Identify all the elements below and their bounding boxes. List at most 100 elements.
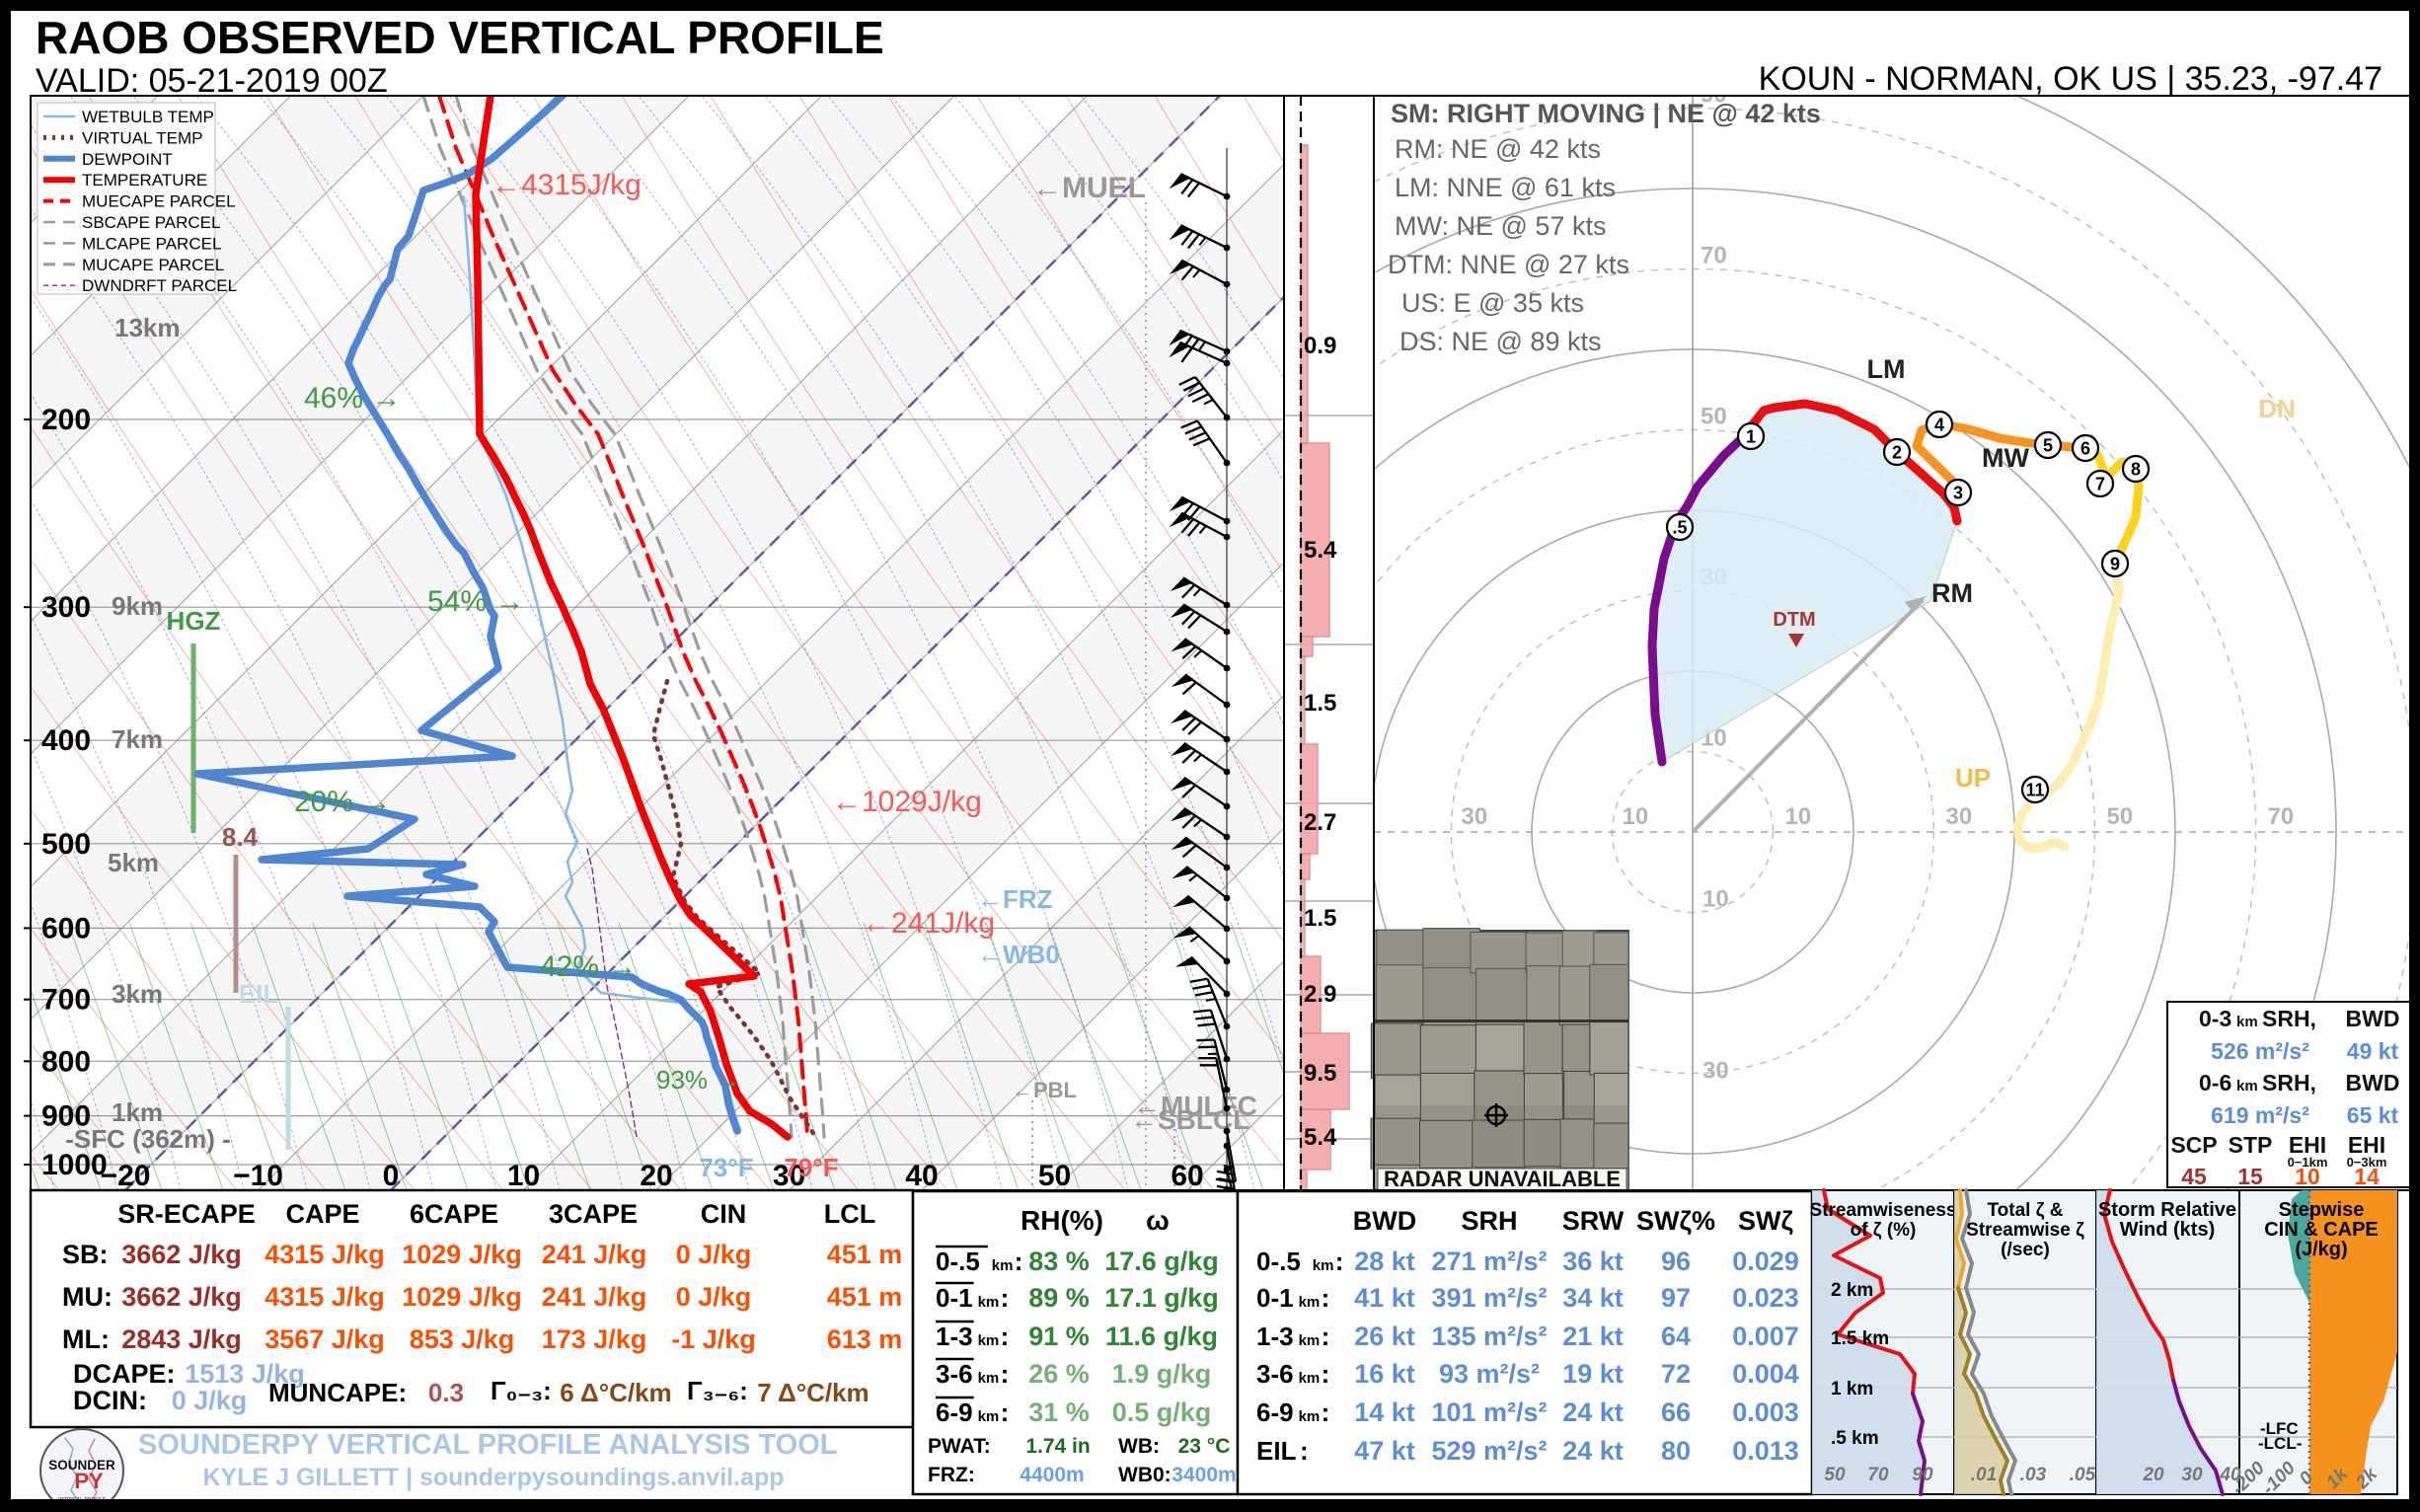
svg-text:KOUN - NORMAN, OK US | 35.23,: KOUN - NORMAN, OK US | 35.23, -97.47 <box>1759 60 2382 98</box>
svg-text:DWNDRFT PARCEL: DWNDRFT PARCEL <box>82 276 237 295</box>
svg-text:20% →: 20% → <box>294 786 391 818</box>
svg-text:(/sec): (/sec) <box>2001 1240 2050 1260</box>
svg-text:3662 J/kg: 3662 J/kg <box>121 1282 242 1312</box>
svg-text:19 kt: 19 kt <box>1562 1359 1624 1389</box>
svg-text:0 J/kg: 0 J/kg <box>676 1282 752 1312</box>
svg-text:93% →: 93% → <box>656 1065 740 1095</box>
svg-text:42% →: 42% → <box>540 950 637 983</box>
svg-text:7km: 7km <box>112 724 163 754</box>
svg-text:26 %: 26 % <box>1028 1359 1090 1389</box>
svg-text:0 J/kg: 0 J/kg <box>172 1386 248 1415</box>
svg-text::: : <box>1001 1322 1010 1351</box>
svg-text:←1029J/kg: ←1029J/kg <box>832 786 982 818</box>
svg-text:←SBLCL: ←SBLCL <box>1130 1104 1249 1135</box>
svg-text:10: 10 <box>1702 886 1729 913</box>
svg-text:30: 30 <box>1946 803 1973 830</box>
svg-text:3km: 3km <box>112 979 163 1009</box>
svg-text:km: km <box>1299 1408 1321 1425</box>
svg-text:0−1km: 0−1km <box>2288 1155 2328 1170</box>
svg-text:BWD: BWD <box>1353 1206 1416 1236</box>
svg-text:14: 14 <box>2354 1164 2380 1189</box>
svg-text:0.007: 0.007 <box>1732 1322 1799 1351</box>
svg-text:34 kt: 34 kt <box>1562 1283 1624 1313</box>
svg-text:.03: .03 <box>2020 1465 2047 1485</box>
svg-text:3662 J/kg: 3662 J/kg <box>121 1240 242 1269</box>
svg-text:Total ζ &: Total ζ & <box>1987 1200 2063 1221</box>
svg-text:6CAPE: 6CAPE <box>410 1199 498 1229</box>
svg-text:1029 J/kg: 1029 J/kg <box>402 1240 522 1269</box>
svg-text:613 m: 613 m <box>827 1324 903 1354</box>
svg-text:17.6 g/kg: 17.6 g/kg <box>1104 1247 1219 1276</box>
svg-text::: : <box>1322 1398 1330 1427</box>
svg-text:300: 300 <box>41 591 91 624</box>
svg-text:50: 50 <box>1824 1465 1846 1485</box>
svg-text:14 kt: 14 kt <box>1354 1398 1415 1427</box>
svg-text:-LCL-: -LCL- <box>2258 1434 2302 1453</box>
svg-text:30: 30 <box>773 1160 805 1192</box>
svg-text:EIL: EIL <box>239 979 279 1009</box>
svg-text:46% →: 46% → <box>304 382 401 415</box>
svg-text:36 kt: 36 kt <box>1562 1247 1624 1276</box>
svg-text:RM: NE @ 42 kts: RM: NE @ 42 kts <box>1395 134 1601 164</box>
svg-text:-SFC (362m) -: -SFC (362m) - <box>65 1124 231 1154</box>
svg-text:9: 9 <box>2110 555 2120 574</box>
svg-text:6 Δ°C/km: 6 Δ°C/km <box>560 1378 671 1407</box>
svg-text::: : <box>1300 1436 1309 1466</box>
svg-text:526 m²/s²: 526 m²/s² <box>2211 1038 2309 1064</box>
svg-text:45: 45 <box>2181 1164 2207 1189</box>
svg-text:89 %: 89 % <box>1028 1283 1090 1313</box>
svg-text:0.023: 0.023 <box>1732 1283 1799 1313</box>
svg-text:Streamwiseness: Streamwiseness <box>1810 1200 1957 1221</box>
svg-text:2843 J/kg: 2843 J/kg <box>121 1324 242 1354</box>
svg-text:km: km <box>978 1294 1000 1311</box>
svg-text:7 Δ°C/km: 7 Δ°C/km <box>757 1378 869 1407</box>
svg-text:TEMPERATURE: TEMPERATURE <box>82 171 207 189</box>
svg-text:.5: .5 <box>1672 518 1687 538</box>
svg-text:MW: NE @ 57 kts: MW: NE @ 57 kts <box>1395 211 1606 241</box>
svg-text:2: 2 <box>1892 443 1902 463</box>
svg-text::: : <box>1335 1247 1344 1276</box>
svg-text:2.7: 2.7 <box>1304 809 1336 836</box>
svg-text:173 J/kg: 173 J/kg <box>542 1324 647 1354</box>
svg-text:23 °C: 23 °C <box>1178 1435 1231 1458</box>
svg-text:0.003: 0.003 <box>1732 1398 1799 1427</box>
svg-text:135 m²/s²: 135 m²/s² <box>1431 1322 1547 1351</box>
svg-text:6: 6 <box>2080 439 2090 459</box>
svg-text:ML:: ML: <box>62 1324 110 1354</box>
svg-text:7: 7 <box>2095 475 2105 494</box>
svg-text:MU:: MU: <box>62 1282 113 1312</box>
svg-text:BWD: BWD <box>2346 1006 2400 1031</box>
svg-text:MLCAPE PARCEL: MLCAPE PARCEL <box>82 234 221 253</box>
svg-text:Wind (kts): Wind (kts) <box>2120 1219 2215 1241</box>
svg-text:KYLE J GILLETT | sounderpysoun: KYLE J GILLETT | sounderpysoundings.anvi… <box>203 1464 785 1491</box>
svg-text:WETBULB TEMP: WETBULB TEMP <box>82 108 214 126</box>
svg-text::: : <box>1015 1247 1023 1276</box>
svg-text:-LFC: -LFC <box>2260 1419 2299 1438</box>
svg-text:28 kt: 28 kt <box>1354 1247 1415 1276</box>
svg-text:24 kt: 24 kt <box>1562 1398 1624 1427</box>
svg-text:SRH,: SRH, <box>2262 1070 2316 1096</box>
svg-text:5: 5 <box>2043 436 2053 456</box>
svg-text:←WB0: ←WB0 <box>977 940 1060 969</box>
svg-text:DN: DN <box>2258 394 2296 423</box>
svg-text:1.5: 1.5 <box>1304 905 1336 932</box>
svg-text:30: 30 <box>1702 1058 1729 1085</box>
svg-text:1.74 in: 1.74 in <box>1025 1435 1090 1458</box>
svg-text:SBCAPE PARCEL: SBCAPE PARCEL <box>82 213 220 232</box>
svg-text:←241J/kg: ←241J/kg <box>862 907 995 940</box>
svg-text:SWζ: SWζ <box>1738 1206 1793 1236</box>
svg-text:40: 40 <box>905 1160 938 1192</box>
svg-text:1029 J/kg: 1029 J/kg <box>402 1282 522 1312</box>
svg-text:VIRTUAL TEMP: VIRTUAL TEMP <box>82 128 203 147</box>
svg-text:47 kt: 47 kt <box>1354 1436 1415 1466</box>
svg-text:10: 10 <box>507 1160 540 1192</box>
svg-text:93 m²/s²: 93 m²/s² <box>1439 1359 1540 1389</box>
svg-text:13km: 13km <box>114 313 181 342</box>
svg-text:400: 400 <box>41 724 91 757</box>
svg-text:31 %: 31 % <box>1028 1398 1090 1427</box>
svg-text:0.013: 0.013 <box>1732 1436 1799 1466</box>
svg-text:.5 km: .5 km <box>1831 1428 1879 1449</box>
svg-text:EHI: EHI <box>2289 1132 2326 1158</box>
svg-text:101 m²/s²: 101 m²/s² <box>1431 1398 1547 1427</box>
svg-text:PY: PY <box>74 1469 104 1493</box>
